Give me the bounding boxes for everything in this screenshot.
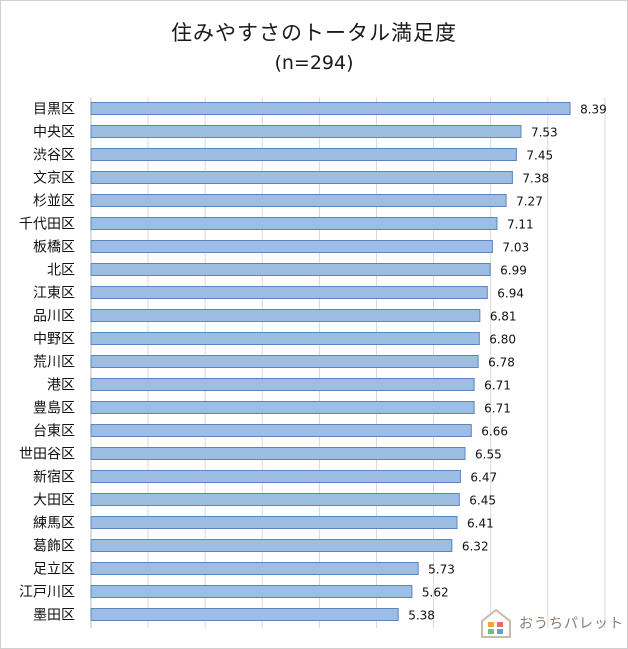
bar	[90, 539, 453, 552]
category-label: 足立区	[33, 562, 75, 578]
bar	[90, 240, 493, 253]
watermark-logo: おうちパレット	[479, 607, 623, 639]
data-label: 6.55	[475, 448, 502, 462]
bar	[90, 470, 461, 483]
category-label: 目黒区	[33, 102, 75, 118]
category-label: 荒川区	[33, 355, 75, 371]
category-label: 練馬区	[33, 516, 75, 532]
bar	[90, 378, 475, 391]
category-label: 江戸川区	[19, 585, 75, 601]
data-label: 6.78	[488, 356, 515, 370]
data-label: 6.81	[490, 310, 517, 324]
category-label: 世田谷区	[19, 447, 75, 463]
category-label: 文京区	[33, 171, 75, 187]
bar	[90, 263, 491, 276]
watermark-text: おうちパレット	[519, 616, 624, 632]
category-label: 板橋区	[33, 240, 75, 256]
data-label: 7.27	[516, 195, 543, 209]
bar	[90, 447, 466, 460]
data-label: 6.94	[497, 287, 524, 301]
chart-title: 住みやすさのトータル満足度	[171, 21, 457, 45]
data-label: 5.73	[428, 563, 455, 577]
data-label: 6.71	[484, 402, 511, 416]
chart-subtitle: (n=294)	[274, 52, 354, 74]
bar	[90, 401, 475, 414]
category-label: 杉並区	[33, 194, 75, 210]
bar	[90, 102, 571, 115]
category-label: 大田区	[33, 493, 75, 509]
category-label: 中央区	[33, 125, 75, 141]
data-label: 6.45	[469, 494, 496, 508]
data-label: 7.03	[502, 241, 529, 255]
category-label: 新宿区	[33, 469, 75, 486]
data-label: 6.80	[489, 333, 516, 347]
bar	[90, 194, 507, 207]
category-label: 中野区	[33, 332, 75, 348]
category-label: 港区	[47, 378, 75, 394]
bar	[90, 332, 480, 345]
category-label: 墨田区	[33, 608, 75, 624]
category-label: 渋谷区	[33, 148, 75, 164]
data-label: 7.45	[526, 149, 553, 163]
data-label: 6.47	[470, 471, 497, 485]
category-label: 千代田区	[19, 217, 75, 233]
bar	[90, 309, 481, 322]
data-label: 7.11	[507, 218, 534, 232]
data-label: 8.39	[580, 103, 607, 117]
data-label: 6.66	[481, 425, 508, 439]
category-label: 葛飾区	[33, 539, 75, 555]
category-label: 台東区	[33, 424, 75, 440]
house-icon	[481, 609, 511, 638]
bar	[90, 171, 513, 184]
data-label: 5.62	[422, 586, 449, 600]
bar	[90, 516, 458, 529]
bar	[90, 125, 522, 138]
data-label: 7.38	[522, 172, 549, 186]
bar	[90, 424, 472, 437]
bar	[90, 148, 517, 161]
data-label: 6.99	[500, 264, 527, 278]
data-label: 6.32	[462, 540, 489, 554]
bar	[90, 608, 399, 621]
bar	[90, 562, 419, 575]
data-label: 5.38	[408, 609, 435, 623]
data-label: 6.71	[484, 379, 511, 393]
bar	[90, 585, 413, 598]
bar	[90, 493, 460, 506]
data-label: 6.41	[467, 517, 494, 531]
data-label: 7.53	[531, 126, 558, 140]
category-label: 北区	[47, 263, 75, 279]
bar	[90, 286, 488, 299]
bar	[90, 355, 479, 368]
category-label: 品川区	[33, 309, 75, 325]
category-label: 江東区	[33, 286, 75, 302]
category-label: 豊島区	[33, 401, 75, 417]
bar	[90, 217, 498, 230]
